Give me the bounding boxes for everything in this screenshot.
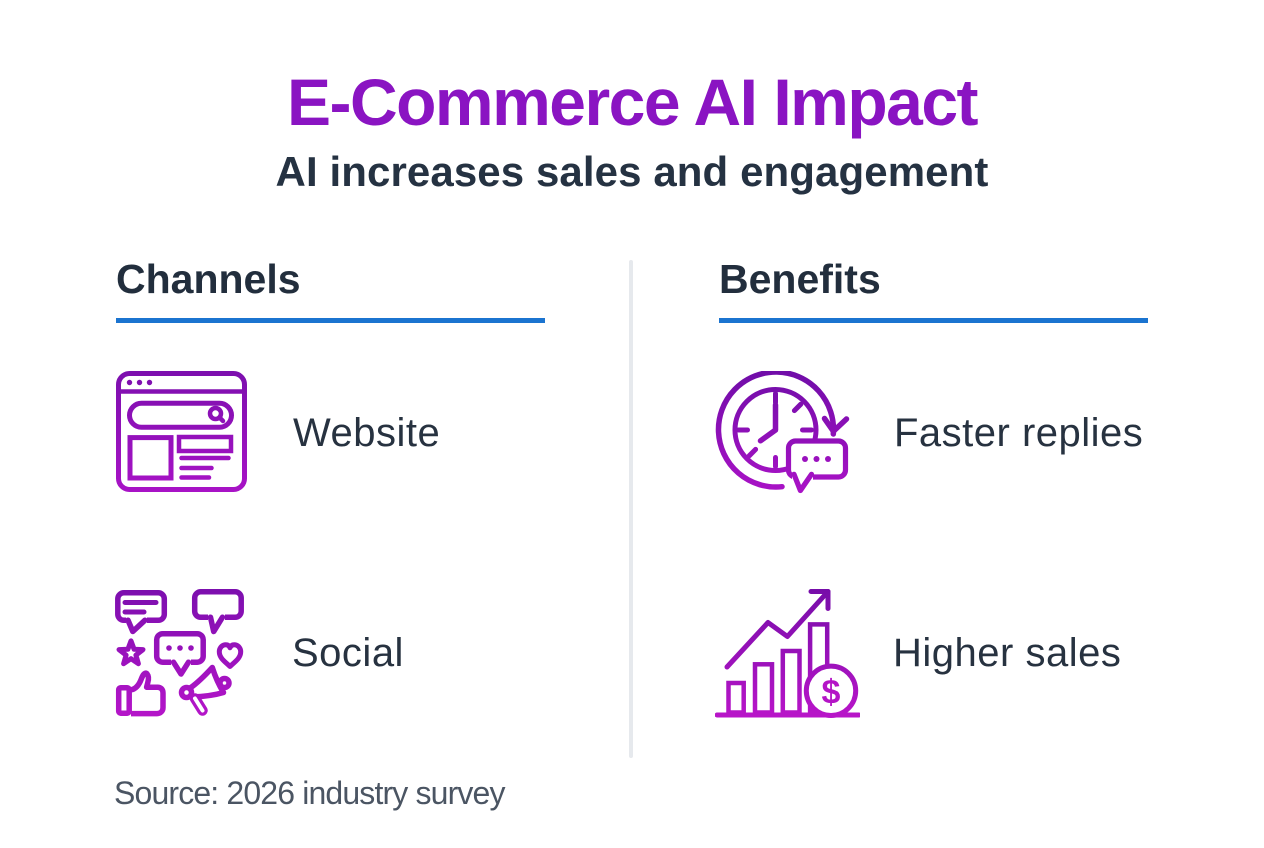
svg-text:$: $ — [822, 674, 841, 712]
